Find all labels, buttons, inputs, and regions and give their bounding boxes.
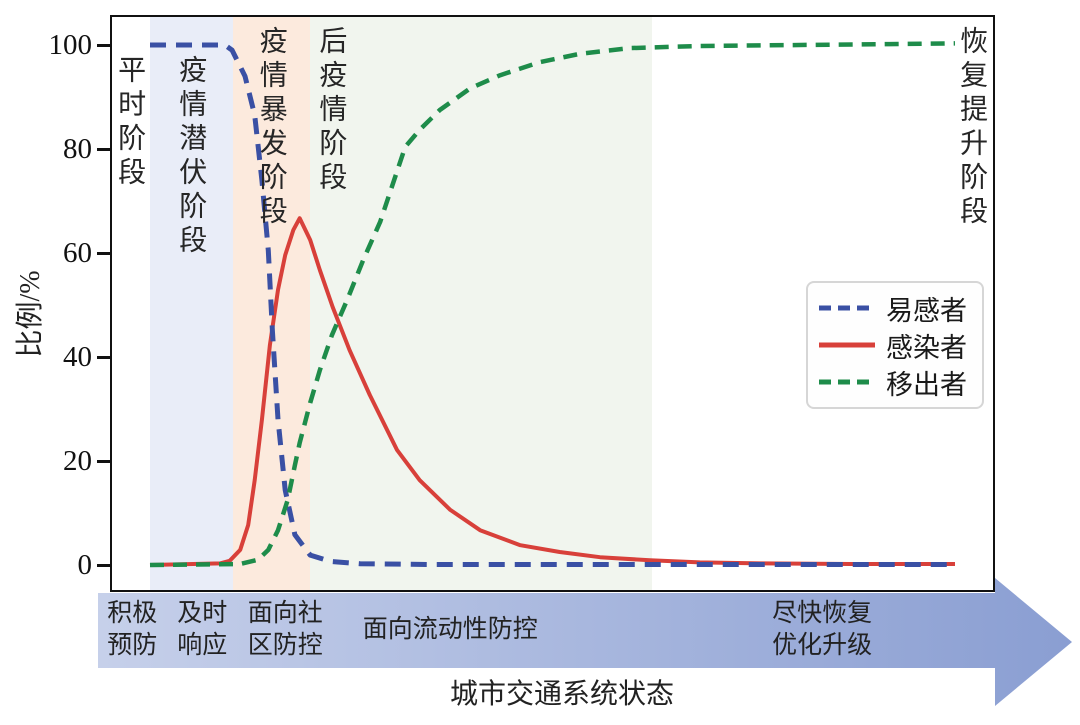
y-tick (97, 459, 110, 463)
arrow-stage-label: 面向流动性防控 (362, 616, 538, 643)
phase-label: 后疫情阶段 (315, 26, 347, 196)
phase-band (310, 17, 653, 590)
arrow-stage-label: 面向社 区防控 (247, 600, 323, 659)
y-tick (97, 355, 110, 359)
y-tick-label: 40 (63, 341, 92, 373)
legend-line-swatch (819, 305, 875, 311)
legend-item: 感染者 (818, 328, 972, 363)
phase-label: 平时阶段 (114, 55, 146, 191)
y-tick (97, 147, 110, 151)
legend-label: 移出者 (886, 369, 967, 400)
arrow-stage-label: 尽快恢复 优化升级 (772, 600, 873, 659)
arrow-stage-label: 及时 响应 (177, 600, 228, 659)
y-tick-label: 100 (48, 29, 93, 61)
arrow-stage-label: 积极 预防 (107, 600, 158, 659)
legend-label: 易感者 (886, 295, 967, 326)
phase-label: 疫情暴发阶段 (255, 26, 287, 230)
legend-item: 易感者 (818, 291, 972, 326)
x-axis-title: 城市交通系统状态 (449, 679, 674, 710)
legend-line-swatch (819, 379, 875, 385)
legend-box: 易感者 感染者 移出者 (806, 281, 984, 409)
legend-line-swatch (819, 342, 875, 348)
y-tick (97, 43, 110, 47)
y-tick-label: 20 (63, 445, 92, 477)
y-tick-label: 60 (63, 237, 92, 269)
y-tick-label: 80 (63, 133, 92, 165)
phase-label: 疫情潜伏阶段 (175, 55, 207, 259)
phase-label: 恢复提升阶段 (956, 26, 988, 230)
y-tick (97, 563, 110, 567)
legend-label: 感染者 (886, 332, 967, 363)
y-tick (97, 251, 110, 255)
y-tick-label: 0 (77, 549, 93, 581)
legend-item: 移出者 (818, 365, 972, 400)
